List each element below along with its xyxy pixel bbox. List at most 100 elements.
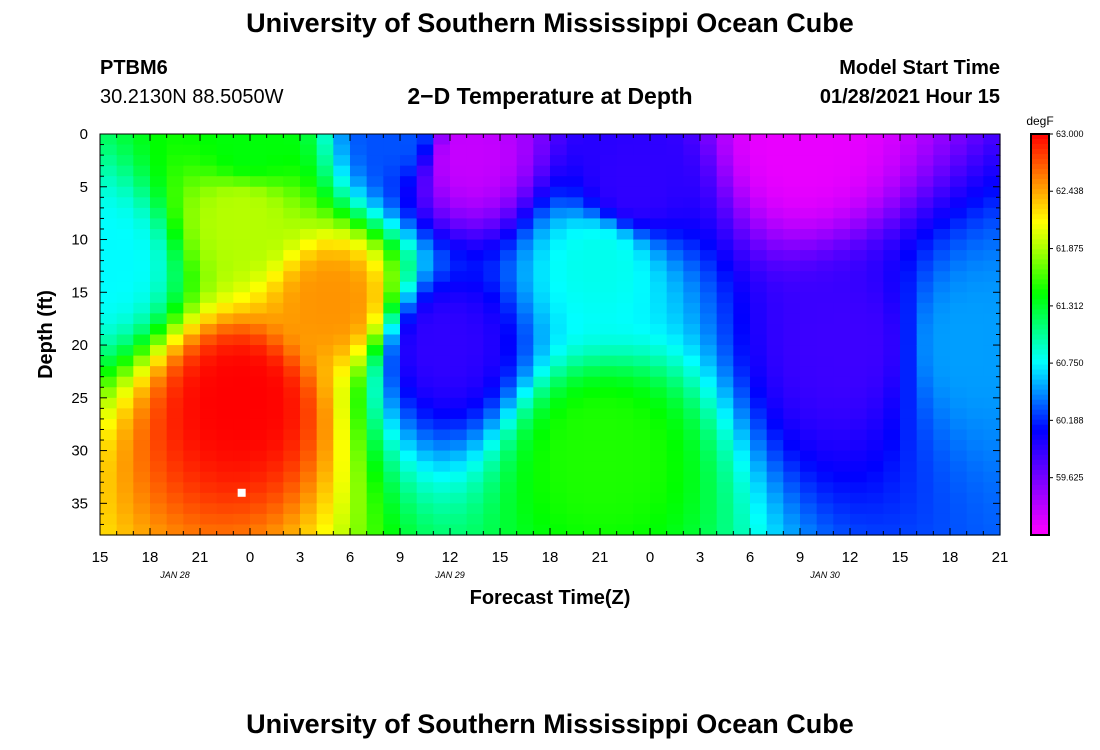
heat-cell: [466, 176, 484, 188]
heat-cell: [766, 165, 784, 177]
heat-cell: [950, 134, 968, 146]
heat-cell: [883, 471, 901, 483]
heat-cell: [650, 228, 668, 241]
heat-cell: [350, 503, 368, 515]
heat-cell: [366, 292, 384, 304]
heat-cell: [100, 186, 118, 198]
heat-cell: [800, 250, 818, 262]
heat-cell: [533, 281, 551, 293]
heat-cell: [300, 165, 318, 177]
heat-cell: [383, 176, 401, 188]
colorbar-segment: [1031, 464, 1049, 471]
heat-cell: [400, 271, 418, 283]
colorbar-segment: [1031, 434, 1049, 441]
heat-cell: [166, 144, 184, 156]
heat-cell: [883, 345, 901, 357]
heat-cell: [350, 292, 368, 304]
heat-cell: [533, 197, 551, 209]
heat-cell: [500, 503, 518, 515]
heat-cell: [100, 165, 118, 177]
heat-cell: [700, 281, 718, 293]
colorbar-segment: [1031, 264, 1049, 270]
heat-cell: [300, 228, 318, 241]
colorbar-segment: [1031, 514, 1049, 521]
heat-cell: [233, 228, 251, 241]
heat-cell: [833, 239, 851, 251]
heat-cell: [483, 440, 501, 452]
heat-cell: [583, 176, 601, 188]
heat-cell: [683, 271, 701, 283]
heat-cell: [716, 418, 734, 431]
heat-cell: [550, 260, 568, 272]
heat-cell: [733, 292, 751, 304]
heat-cell: [533, 345, 551, 357]
heat-cell: [200, 471, 218, 483]
heat-cell: [483, 134, 501, 146]
heat-cell: [450, 134, 468, 146]
heat-cell: [566, 134, 584, 146]
heat-cell: [250, 429, 268, 441]
colorbar-segment: [1031, 224, 1049, 230]
heat-cell: [866, 387, 884, 399]
heat-cell: [150, 176, 168, 188]
heat-cell: [750, 323, 768, 336]
heat-cell: [833, 471, 851, 483]
heat-cell: [883, 397, 901, 409]
heat-cell: [650, 524, 668, 536]
heat-cell: [883, 355, 901, 367]
heat-cell: [283, 186, 301, 198]
heat-cell: [700, 207, 718, 220]
heat-cell: [866, 397, 884, 409]
heat-cell: [233, 281, 251, 293]
heat-cell: [450, 302, 468, 314]
heat-cell: [700, 228, 718, 241]
heat-cell: [466, 440, 484, 452]
heat-cell: [483, 228, 501, 241]
heat-cell: [866, 144, 884, 156]
heat-cell: [466, 207, 484, 220]
heat-cell: [350, 197, 368, 209]
heat-cell: [450, 397, 468, 409]
heat-cell: [766, 429, 784, 441]
heat-cell: [733, 313, 751, 325]
heat-cell: [616, 482, 634, 494]
heat-cell: [316, 218, 334, 230]
heat-cell: [400, 345, 418, 357]
heat-cell: [166, 186, 184, 198]
heat-cell: [383, 492, 401, 504]
heat-cell: [100, 197, 118, 209]
heat-cell: [300, 239, 318, 251]
heat-cell: [733, 503, 751, 515]
heat-cell: [116, 492, 134, 504]
heat-cell: [666, 492, 684, 504]
heat-cell: [566, 492, 584, 504]
heat-cell: [300, 418, 318, 431]
heat-cell: [800, 345, 818, 357]
heat-cell: [850, 250, 868, 262]
heat-cell: [216, 313, 234, 325]
heat-cell: [183, 281, 201, 293]
heat-cell: [816, 292, 834, 304]
heat-cell: [433, 207, 451, 220]
heat-cell: [333, 440, 351, 452]
heat-cell: [516, 218, 534, 230]
heat-cell: [333, 492, 351, 504]
heat-cell: [666, 250, 684, 262]
heat-cell: [300, 155, 318, 167]
heat-cell: [600, 376, 618, 388]
heat-cell: [466, 408, 484, 420]
heat-cell: [850, 323, 868, 336]
heat-cell: [550, 408, 568, 420]
heat-cell: [166, 471, 184, 483]
heat-cell: [216, 207, 234, 220]
heat-cell: [800, 176, 818, 188]
heat-cell: [850, 239, 868, 251]
heat-cell: [616, 186, 634, 198]
heat-cell: [266, 228, 284, 241]
colorbar-segment: [1031, 199, 1049, 205]
heat-cell: [166, 176, 184, 188]
heat-cell: [533, 144, 551, 156]
heat-cell: [333, 218, 351, 230]
heat-cell: [450, 524, 468, 536]
heat-cell: [116, 376, 134, 388]
